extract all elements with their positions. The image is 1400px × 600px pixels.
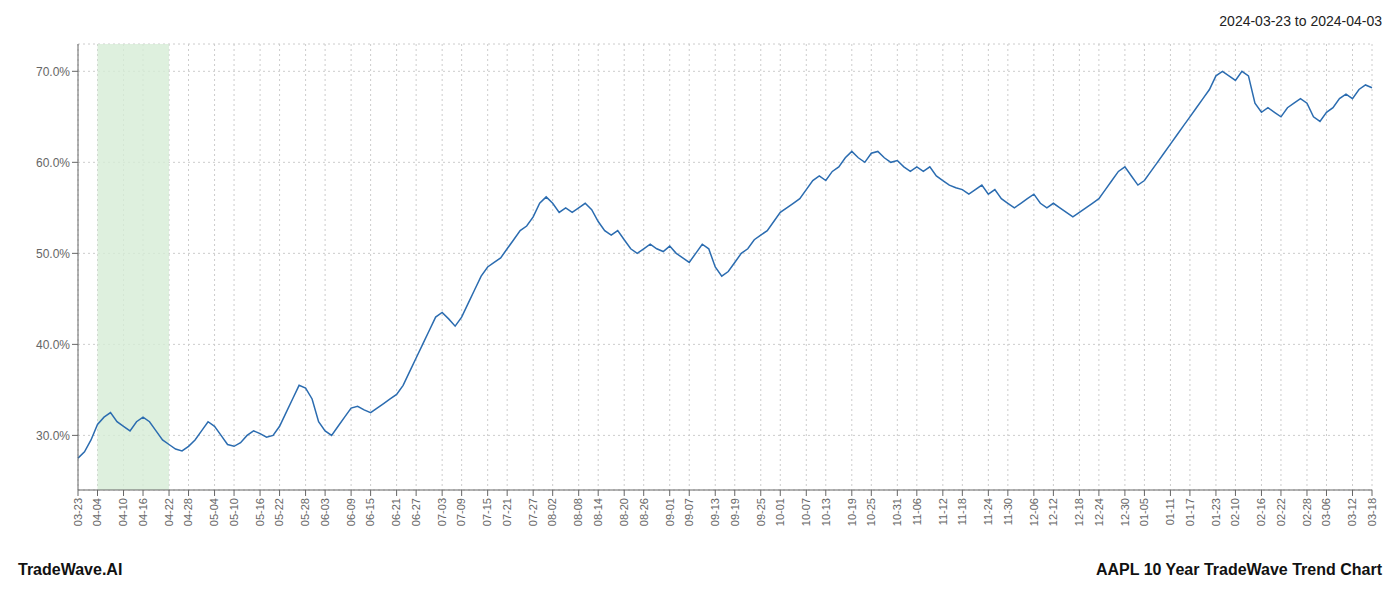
svg-text:12-12: 12-12: [1047, 498, 1059, 526]
svg-text:09-07: 09-07: [683, 498, 695, 526]
svg-text:11-24: 11-24: [982, 498, 994, 525]
svg-text:03-18: 03-18: [1366, 498, 1378, 526]
svg-text:12-24: 12-24: [1093, 498, 1105, 526]
svg-text:10-25: 10-25: [865, 498, 877, 526]
svg-text:01-05: 01-05: [1138, 498, 1150, 526]
svg-text:05-10: 05-10: [228, 498, 240, 526]
svg-text:08-02: 08-02: [546, 498, 558, 526]
svg-text:09-25: 09-25: [755, 498, 767, 526]
svg-text:02-16: 02-16: [1255, 498, 1267, 526]
svg-text:07-03: 07-03: [436, 498, 448, 526]
svg-text:11-06: 11-06: [911, 498, 923, 525]
svg-text:08-14: 08-14: [592, 498, 604, 526]
svg-text:10-07: 10-07: [800, 498, 812, 526]
svg-text:06-03: 06-03: [319, 498, 331, 526]
svg-text:01-17: 01-17: [1184, 498, 1196, 526]
svg-text:07-21: 07-21: [501, 498, 513, 526]
svg-text:05-16: 05-16: [254, 498, 266, 526]
svg-text:60.0%: 60.0%: [36, 156, 70, 170]
svg-text:08-08: 08-08: [573, 498, 585, 526]
svg-text:09-13: 09-13: [709, 498, 721, 526]
svg-text:05-22: 05-22: [273, 498, 285, 526]
svg-text:06-21: 06-21: [390, 498, 402, 526]
svg-text:01-23: 01-23: [1210, 498, 1222, 526]
svg-text:05-28: 05-28: [299, 498, 311, 526]
svg-text:11-12: 11-12: [937, 498, 949, 525]
svg-text:10-31: 10-31: [891, 498, 903, 526]
svg-text:70.0%: 70.0%: [36, 65, 70, 79]
svg-text:10-13: 10-13: [820, 498, 832, 526]
svg-text:07-27: 07-27: [527, 498, 539, 526]
svg-text:11-18: 11-18: [956, 498, 968, 525]
svg-text:04-16: 04-16: [137, 498, 149, 526]
svg-text:07-15: 07-15: [481, 498, 493, 526]
svg-text:10-01: 10-01: [774, 498, 786, 526]
html-text:TradeWave.AI: TradeWave.AI: [18, 561, 123, 578]
svg-text:12-30: 12-30: [1119, 498, 1131, 526]
svg-text:12-18: 12-18: [1073, 498, 1085, 526]
svg-text:04-04: 04-04: [91, 498, 103, 526]
svg-text:07-09: 07-09: [455, 498, 467, 526]
svg-text:02-10: 02-10: [1229, 498, 1241, 526]
html-text:2024-03-23 to 2024-04-03: 2024-03-23 to 2024-04-03: [1219, 13, 1382, 29]
svg-text:03-06: 03-06: [1320, 498, 1332, 526]
svg-text:40.0%: 40.0%: [36, 338, 70, 352]
svg-text:05-04: 05-04: [208, 498, 220, 526]
html-text:AAPL 10 Year TradeWave Trend C: AAPL 10 Year TradeWave Trend Chart: [1096, 561, 1382, 578]
svg-text:06-27: 06-27: [410, 498, 422, 526]
svg-text:50.0%: 50.0%: [36, 247, 70, 261]
svg-text:30.0%: 30.0%: [36, 429, 70, 443]
svg-text:11-30: 11-30: [1002, 498, 1014, 525]
svg-text:04-22: 04-22: [163, 498, 175, 526]
svg-text:06-09: 06-09: [345, 498, 357, 526]
svg-text:08-26: 08-26: [638, 498, 650, 526]
svg-text:01-11: 01-11: [1164, 498, 1176, 525]
svg-text:08-20: 08-20: [618, 498, 630, 526]
svg-text:03-23: 03-23: [72, 498, 84, 526]
svg-text:02-28: 02-28: [1301, 498, 1313, 526]
svg-text:06-15: 06-15: [364, 498, 376, 526]
svg-text:04-28: 04-28: [182, 498, 194, 526]
svg-text:09-19: 09-19: [729, 498, 741, 526]
svg-text:02-22: 02-22: [1275, 498, 1287, 526]
svg-text:12-06: 12-06: [1028, 498, 1040, 526]
svg-text:04-10: 04-10: [117, 498, 129, 526]
svg-text:09-01: 09-01: [664, 498, 676, 526]
svg-text:10-19: 10-19: [846, 498, 858, 526]
svg-text:03-12: 03-12: [1346, 498, 1358, 526]
